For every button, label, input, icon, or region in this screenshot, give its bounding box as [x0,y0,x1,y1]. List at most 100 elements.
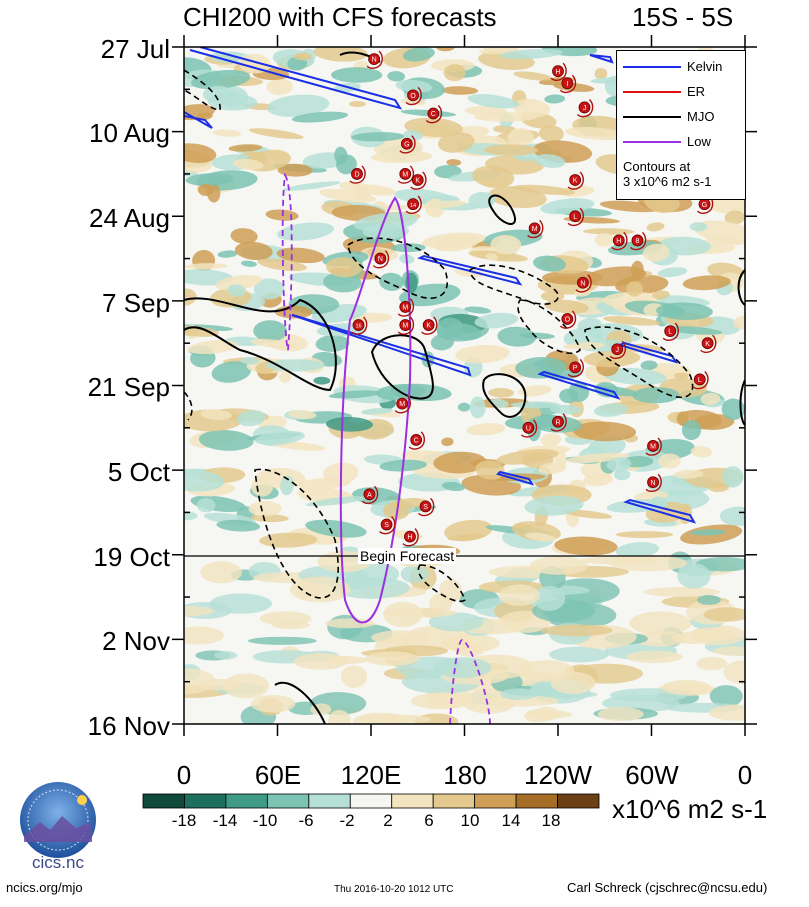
anomaly-cell [184,469,225,492]
storm-swirl [609,340,627,360]
anomaly-cell [583,228,635,235]
storm-label: M [650,444,656,451]
storm-label: 14 [410,203,416,209]
anomaly-cell [390,383,452,402]
contour-note-line: Contours at [623,159,691,174]
storm-dot [522,421,535,434]
colorbar-label: -14 [212,811,238,830]
anomaly-cell [227,284,246,297]
anomaly-cell [351,132,405,142]
anomaly-cell [457,402,471,412]
storm-marker: M [397,165,415,184]
colorbar-label: -2 [339,811,355,830]
storm-marker: H [402,528,419,547]
anomaly-cell [184,605,214,617]
begin-forecast-label: Begin Forecast [358,548,457,564]
anomaly-cell [291,111,349,123]
anomaly-cell [703,607,745,622]
storm-label: J [583,105,587,112]
anomaly-cell [643,586,721,598]
contour-line [589,54,614,64]
legend-swatch [623,116,681,118]
anomaly-cell [248,501,282,517]
anomaly-cell [468,250,528,262]
storm-swirl [351,316,368,335]
contour-line [189,47,403,110]
colorbar-label: 10 [460,811,480,830]
storm-marker: L [692,370,709,390]
storm-label: P [573,365,578,372]
anomaly-cell [695,557,745,572]
anomaly-cell [230,228,258,244]
anomaly-cell [390,498,428,509]
storm-dot [569,361,582,374]
colorbar-label: 6 [424,811,434,830]
storm-label: U [526,425,531,432]
storm-marker: N [366,50,383,69]
legend-swatch [623,91,681,93]
anomaly-cell [293,52,312,61]
anomaly-cell [395,79,433,93]
anomaly-cell [485,253,499,261]
storm-swirl [550,62,567,82]
anomaly-cell [247,636,317,645]
colorbar-swatch [225,793,268,809]
storm-label: H [616,238,621,245]
contour-line [537,370,621,400]
contour-line [623,498,697,524]
storm-swirl [361,485,379,505]
anomaly-cell [689,222,708,232]
contour-line [469,264,559,305]
anomaly-cell [276,247,325,264]
anomaly-cell [288,410,317,420]
cics-logo[interactable]: cics.nc [10,778,106,874]
storm-dot [577,276,589,289]
anomaly-cell [214,651,238,660]
storm-marker: O [405,86,422,106]
storm-marker: M [397,298,415,317]
anomaly-cell [421,200,467,209]
anomaly-cell [689,529,726,536]
storm-swirl [394,395,411,414]
colorbar-swatch [349,793,393,809]
anomaly-cell [564,127,628,141]
storm-label: K [426,323,431,330]
anomaly-cell [656,302,713,320]
anomaly-cell [541,291,565,302]
storm-marker: A [361,485,379,505]
anomaly-cell [236,410,266,427]
storm-label: S [423,504,428,511]
storm-dot [380,518,393,531]
footer-link[interactable]: ncics.org/mjo [6,880,83,895]
anomaly-cell [250,694,296,713]
anomaly-cell [666,326,723,335]
footer-author: Carl Schreck (cjschrec@ncsu.edu) [567,880,768,895]
storm-label: M [402,172,408,179]
storm-swirl [379,516,396,535]
contour-line [417,564,466,603]
storm-dot [404,530,416,543]
storm-swirl [405,195,422,214]
anomaly-cell [700,392,721,405]
anomaly-cell [500,688,538,701]
contour-line [254,468,339,599]
storm-marker: N [645,473,662,493]
anomaly-cell [488,186,547,209]
anomaly-cell [525,532,556,542]
anomaly-cell [184,269,234,286]
storm-swirl [550,413,567,432]
storm-dot [399,301,412,313]
contour-line [184,111,213,129]
storm-label: N [580,280,585,287]
contour-line [482,373,527,418]
storm-marker: S [379,516,396,535]
contour-note-line: 3 x10^6 m2 s-1 [623,174,712,189]
storm-swirl [405,86,422,106]
storm-marker: L [662,322,680,341]
anomaly-cell [191,69,251,90]
anomaly-cell [482,695,560,707]
storm-swirl [692,370,709,390]
storm-label: C [414,438,419,445]
